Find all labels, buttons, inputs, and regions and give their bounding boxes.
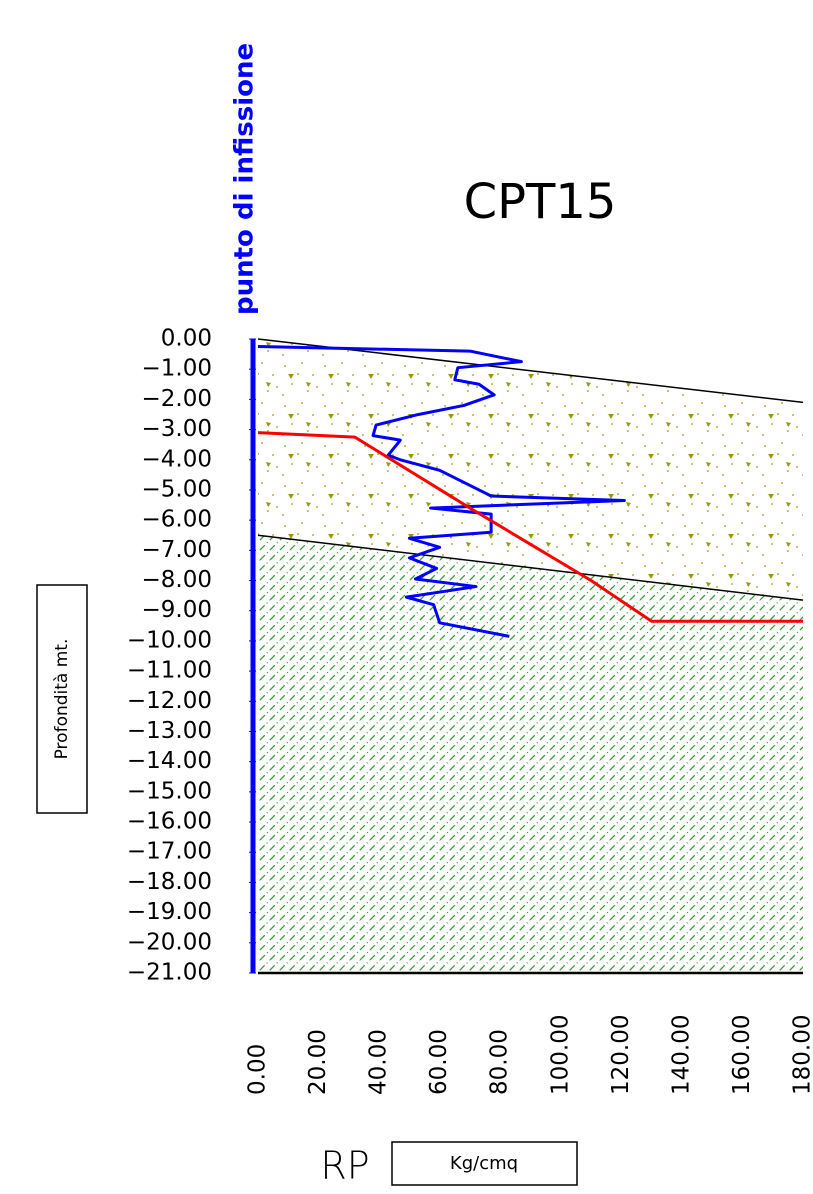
y-tick-label: −2.00 <box>142 386 212 412</box>
y-label-box <box>36 584 88 814</box>
y-tick-label: −19.00 <box>127 899 212 925</box>
layer-fill <box>258 535 803 973</box>
y-tick-label: −21.00 <box>127 960 212 986</box>
y-tick-label: −10.00 <box>127 627 212 653</box>
y-tick-label: −6.00 <box>142 507 212 533</box>
y-tick-label: −7.00 <box>142 537 212 563</box>
y-tick-label: −18.00 <box>127 869 212 895</box>
y-tick-label: −17.00 <box>127 839 212 865</box>
y-tick-label: −9.00 <box>142 597 212 623</box>
y-tick-label: −13.00 <box>127 718 212 744</box>
y-tick-label: −4.00 <box>142 446 212 472</box>
x-tick-label: 40.00 <box>366 1029 392 1095</box>
x-tick-label: 20.00 <box>305 1029 331 1095</box>
x-tick-label: 80.00 <box>487 1029 513 1095</box>
x-tick-label: 140.00 <box>668 1015 694 1095</box>
x-tick-label: 160.00 <box>729 1015 755 1095</box>
layer-boundary <box>257 534 804 601</box>
y-tick-label: −5.00 <box>142 476 212 502</box>
y-tick-label: −11.00 <box>127 658 212 684</box>
data-line <box>257 431 803 623</box>
y-tick-label: −8.00 <box>142 567 212 593</box>
layer-fill <box>258 339 803 601</box>
y-tick-label: −12.00 <box>127 688 212 714</box>
y-tick-label: −15.00 <box>127 778 212 804</box>
y-tick-label: −20.00 <box>127 929 212 955</box>
y-tick-label: 0.00 <box>161 326 212 352</box>
unit-box <box>391 1141 578 1186</box>
y-tick-label: −16.00 <box>127 809 212 835</box>
x-tick-label: 60.00 <box>426 1029 452 1095</box>
y-tick-label: −14.00 <box>127 748 212 774</box>
soil-layers <box>257 338 804 973</box>
annotation: punto di infissione <box>230 43 260 315</box>
x-axis-label: RP <box>320 1144 369 1188</box>
x-tick-label: 120.00 <box>608 1015 634 1095</box>
data-line <box>257 345 626 638</box>
x-unit: Kg/cmq <box>450 1153 518 1174</box>
y-tick-label: −3.00 <box>142 416 212 442</box>
x-tick-label: 0.00 <box>245 1044 271 1095</box>
x-tick-label: 180.00 <box>790 1015 813 1095</box>
y-tick-label: −1.00 <box>142 356 212 382</box>
x-tick-label: 100.00 <box>547 1015 573 1095</box>
y-axis-label: Profondità mt. <box>52 639 72 760</box>
chart-title: CPT15 <box>464 174 617 230</box>
